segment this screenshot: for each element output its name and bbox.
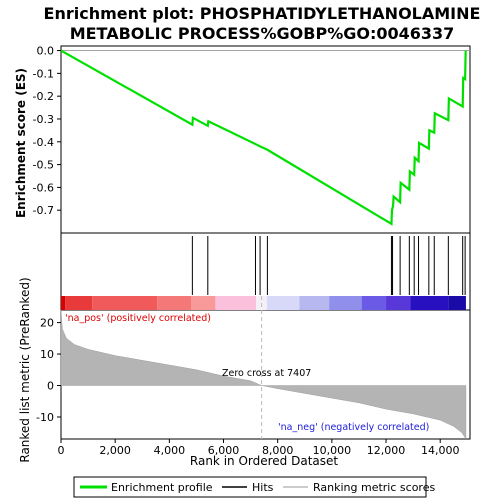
- legend-label-hits: Hits: [252, 481, 274, 494]
- enrichment-profile: [60, 49, 470, 226]
- x-tick-label: 4,000: [154, 444, 186, 457]
- chart-subtitle: METABOLIC PROCESS%GOBP%GO:0046337: [70, 24, 455, 43]
- legend: Enrichment profile Hits Ranking metric s…: [73, 476, 435, 498]
- rank-y-tick-label: 10: [40, 348, 54, 361]
- es-y-tick-label: -0.2: [33, 90, 54, 103]
- es-y-tick-label: -0.3: [33, 113, 54, 126]
- es-panel-frame: [60, 45, 471, 234]
- es-axis-label: Enrichment score (ES): [14, 68, 28, 218]
- ranked-axis-label: Ranked list metric (PreRanked): [18, 277, 32, 462]
- rank-y-tick-label: -10: [36, 411, 54, 424]
- rank-y-tick-label: 20: [40, 317, 54, 330]
- x-tick-label: 12,000: [367, 444, 406, 457]
- positive-correlation-label: 'na_pos' (positively correlated): [65, 313, 211, 324]
- heatmap-band: [191, 296, 216, 310]
- x-tick-label: 2,000: [99, 444, 131, 457]
- ranking-heatmap: [61, 296, 466, 310]
- heatmap-band: [386, 296, 411, 310]
- es-y-tick-label: -0.6: [33, 181, 54, 194]
- es-y-tick-label: -0.5: [33, 159, 54, 172]
- heatmap-band: [65, 296, 93, 310]
- heatmap-band: [448, 296, 466, 310]
- heatmap-band: [361, 296, 387, 310]
- heatmap-band: [157, 296, 192, 310]
- x-tick-label: 10,000: [313, 444, 352, 457]
- heatmap-band: [410, 296, 449, 310]
- es-y-tick-label: -0.4: [33, 136, 54, 149]
- hits-ticks: [191, 236, 466, 295]
- x-tick-label: 0: [58, 444, 65, 457]
- x-tick-label: 6,000: [208, 444, 240, 457]
- heatmap-band: [61, 296, 66, 310]
- enrichment-profile-line: [60, 49, 467, 226]
- axes: 0.0 -0.1 -0.2 -0.3 -0.4 -0.5 -0.6 -0.7 20 10 0 -10 0…: [33, 45, 460, 457]
- heatmap-band: [329, 296, 362, 310]
- legend-label-enrichment: Enrichment profile: [111, 481, 213, 494]
- x-tick-label: 14,000: [421, 444, 460, 457]
- heatmap-band: [92, 296, 158, 310]
- heatmap-band: [266, 296, 300, 310]
- ranking-metric-series: [60, 309, 467, 440]
- legend-box: [73, 476, 427, 498]
- negative-correlation-label: 'na_neg' (negatively correlated): [278, 422, 429, 433]
- es-y-tick-label: 0.0: [37, 45, 55, 58]
- ranking-metric-area: [60, 296, 467, 440]
- es-y-tick-label: -0.1: [33, 67, 54, 80]
- x-axis-label: Rank in Ordered Dataset: [190, 454, 338, 468]
- es-y-tick-label: -0.7: [33, 204, 54, 217]
- zero-cross-label: Zero cross at 7407: [222, 368, 311, 379]
- heatmap-band: [215, 296, 257, 310]
- chart-title: Enrichment plot: PHOSPHATIDYLETHANOLAMIN…: [44, 4, 481, 23]
- x-tick-label: 8,000: [262, 444, 294, 457]
- rank-y-tick-label: 0: [47, 380, 54, 393]
- legend-label-metric: Ranking metric scores: [313, 481, 435, 494]
- heatmap-band: [299, 296, 330, 310]
